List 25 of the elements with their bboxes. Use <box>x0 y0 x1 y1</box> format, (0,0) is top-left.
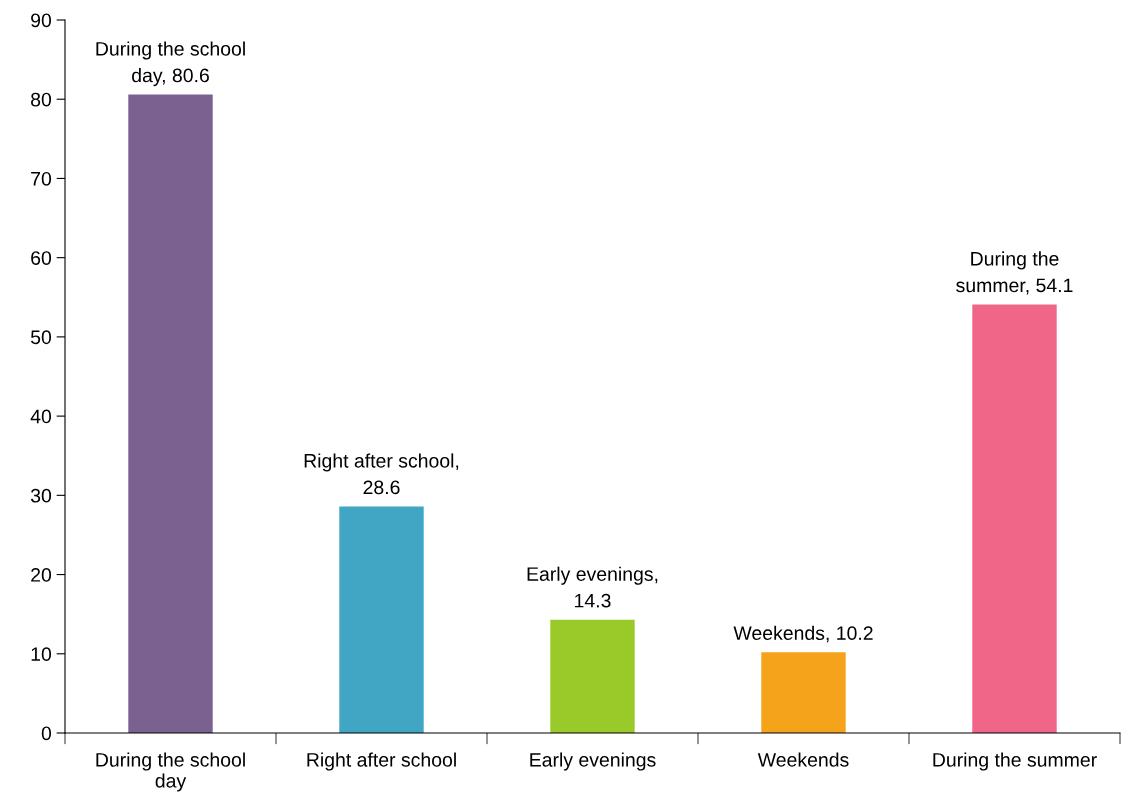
y-tick-label: 20 <box>31 568 52 582</box>
bar <box>761 652 846 733</box>
bar <box>972 304 1057 733</box>
data-label: Early evenings, 14.3 <box>527 566 658 608</box>
y-tick-label: 10 <box>31 647 52 662</box>
y-tick-label: 60 <box>31 251 52 265</box>
data-label: During the summer, 54.1 <box>956 251 1073 295</box>
y-tick-label: 80 <box>31 92 52 107</box>
x-tick-label: Early evenings <box>530 752 656 771</box>
y-tick-label: 50 <box>30 330 52 345</box>
x-tick-label: During the school day <box>96 752 245 792</box>
data-label: During the school day, 80.6 <box>96 41 245 87</box>
x-tick-label: Weekends <box>757 752 849 767</box>
y-tick-label: 90 <box>31 13 52 28</box>
data-label: Right after school, 28.6 <box>304 453 459 495</box>
y-tick-label: 30 <box>30 488 52 503</box>
x-tick-label: Right after school <box>307 752 456 771</box>
y-tick-label: 40 <box>30 409 52 424</box>
bar <box>128 94 213 733</box>
data-label: Weekends, 10.2 <box>733 625 873 643</box>
y-tick-label: 70 <box>31 171 52 186</box>
bar <box>339 506 424 733</box>
x-tick-label: During the summer <box>933 752 1097 771</box>
y-tick-label: 0 <box>41 726 52 741</box>
bar <box>550 619 635 733</box>
